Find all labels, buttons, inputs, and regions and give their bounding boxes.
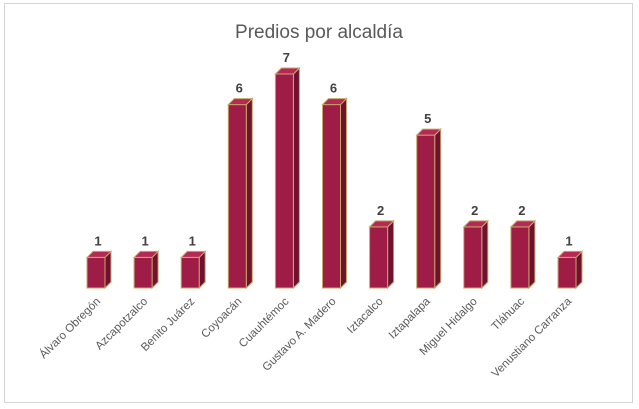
bar bbox=[274, 66, 301, 290]
bar bbox=[85, 250, 113, 290]
value-label: 2 bbox=[471, 203, 478, 218]
bar-top bbox=[556, 250, 584, 258]
value-label: 7 bbox=[283, 50, 290, 65]
chart-frame: Predios por alcaldía 1 1 1 6 7 6 2 5 2 2 1 Álvaro … bbox=[4, 3, 633, 403]
bar-front bbox=[510, 226, 530, 289]
bar-front bbox=[133, 256, 153, 289]
value-label: 6 bbox=[236, 81, 243, 96]
value-label: 2 bbox=[377, 203, 384, 218]
value-label: 1 bbox=[94, 233, 101, 248]
bar-front bbox=[86, 256, 106, 289]
bar-front bbox=[322, 104, 341, 289]
bar-front bbox=[274, 73, 294, 289]
bar bbox=[556, 250, 584, 290]
category-label: Iztacalco bbox=[345, 296, 386, 337]
bar-front bbox=[369, 226, 389, 289]
bar-side bbox=[340, 97, 347, 290]
bar bbox=[462, 219, 490, 290]
bar-top bbox=[227, 98, 254, 106]
bar-side bbox=[292, 66, 300, 290]
bar bbox=[179, 250, 207, 290]
value-label: 1 bbox=[189, 233, 196, 248]
bar-side bbox=[481, 219, 489, 290]
bar-side bbox=[245, 97, 253, 290]
bar-side bbox=[387, 219, 395, 290]
bar-front bbox=[557, 256, 577, 289]
value-label: 6 bbox=[330, 81, 337, 96]
category-label: Iztapalapa bbox=[387, 295, 433, 341]
value-label: 2 bbox=[518, 203, 525, 218]
bar bbox=[509, 219, 537, 290]
value-labels-group: 1 1 1 6 7 6 2 5 2 2 1 bbox=[94, 50, 572, 248]
bar-front bbox=[180, 256, 200, 289]
value-label: 1 bbox=[565, 233, 572, 248]
bar-top bbox=[462, 220, 490, 228]
bar bbox=[227, 97, 254, 290]
bar bbox=[321, 97, 348, 290]
value-label: 1 bbox=[141, 233, 148, 248]
bar-side bbox=[528, 219, 536, 290]
bar-side bbox=[434, 127, 442, 290]
bar bbox=[368, 219, 395, 290]
value-label: 5 bbox=[424, 111, 431, 126]
category-label: Álvaro Obregón bbox=[37, 295, 103, 361]
bar-top bbox=[179, 250, 207, 258]
bar-front bbox=[463, 226, 483, 289]
category-label: Venustiano Carranza bbox=[490, 295, 575, 380]
bar-top bbox=[321, 98, 348, 106]
bar-front bbox=[416, 134, 436, 289]
bar-top bbox=[274, 67, 301, 75]
bar-front bbox=[227, 104, 247, 289]
bar bbox=[132, 250, 160, 290]
bar bbox=[415, 127, 442, 290]
bar-top bbox=[85, 250, 113, 258]
category-label: Tláhuac bbox=[490, 295, 528, 333]
bar-top bbox=[132, 250, 160, 258]
bars-group bbox=[85, 66, 584, 290]
bar-chart: Predios por alcaldía 1 1 1 6 7 6 2 5 2 2 1 Álvaro … bbox=[37, 22, 584, 380]
bar-top bbox=[509, 220, 537, 228]
bar-top bbox=[415, 128, 442, 136]
bar-top bbox=[368, 220, 395, 228]
chart-title: Predios por alcaldía bbox=[235, 22, 403, 43]
category-label: Coyoacán bbox=[199, 296, 244, 341]
